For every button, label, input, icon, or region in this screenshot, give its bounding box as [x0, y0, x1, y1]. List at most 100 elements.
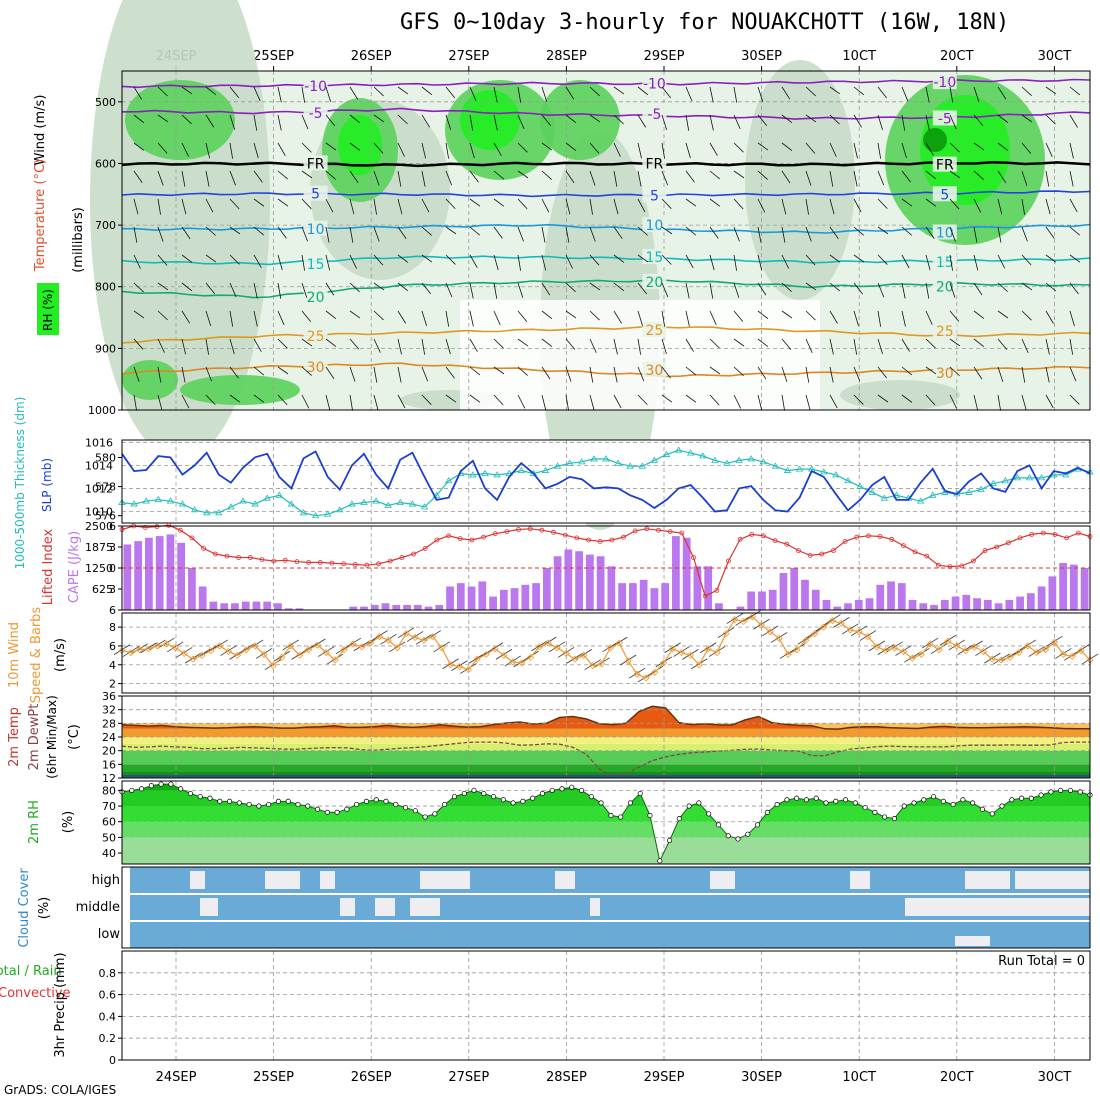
- tick-label: 70: [102, 800, 116, 813]
- wind-barb: [445, 142, 450, 159]
- thickness-point: [1001, 476, 1010, 484]
- rh-point: [774, 801, 780, 808]
- isotherm-label-bg: [642, 155, 667, 171]
- wind-barb: [469, 198, 481, 207]
- wind-speed-point: [624, 657, 632, 665]
- rh-point: [970, 800, 976, 806]
- wind-barb: [925, 394, 936, 406]
- rh-point: [784, 797, 790, 803]
- temp-band: [122, 750, 1090, 765]
- wind-barb: [253, 170, 263, 183]
- isotherm-label-bg: [932, 110, 957, 126]
- wind-barb: [565, 282, 576, 293]
- isotherm-label-bg: [932, 186, 957, 202]
- wind-barb: [997, 310, 1009, 319]
- wind-speed-point: [242, 646, 250, 654]
- wind-barb: [589, 282, 601, 291]
- wind-speed-point: [722, 630, 730, 638]
- wind-barb: [493, 114, 498, 131]
- thickness-point: [275, 491, 284, 498]
- cape-bar: [155, 536, 164, 610]
- rh-point: [1038, 792, 1044, 798]
- lifted-index-point: [1017, 535, 1023, 541]
- thickness-point: [517, 466, 526, 473]
- wind-barb: [397, 366, 402, 383]
- wind-barb: [685, 170, 695, 183]
- wind-barb: [613, 394, 622, 409]
- isotherm-label: 25: [645, 323, 663, 339]
- date-label-top: 10CT: [842, 49, 876, 64]
- lifted-index-point: [446, 533, 451, 539]
- wind-barb: [901, 254, 910, 269]
- wind-barb: [685, 254, 694, 269]
- wind-barb: [373, 310, 384, 321]
- cape-bar: [822, 599, 831, 610]
- wind-speed-point: [820, 623, 828, 631]
- wind-speed-point: [606, 644, 615, 652]
- wind-barb: [445, 394, 457, 403]
- wind-barb: [517, 198, 528, 210]
- wind-speed-point: [580, 651, 588, 659]
- lifted-index-point: [877, 534, 883, 539]
- lifted-index-point: [632, 528, 638, 534]
- thickness-point: [711, 456, 719, 463]
- wind-speed-point: [704, 645, 712, 653]
- wind-barb: [949, 338, 961, 347]
- wind-speed-point: [766, 628, 774, 636]
- wind-barb-10m: [469, 652, 486, 664]
- lifted-index-point: [212, 551, 218, 557]
- wind-barb: [133, 394, 137, 411]
- wind-barb: [733, 310, 744, 322]
- wind-speed-point: [526, 653, 535, 661]
- cape-bar: [403, 604, 411, 610]
- cape-bar: [349, 606, 358, 610]
- rh-point: [432, 811, 438, 817]
- isotherm-label: 30: [307, 360, 325, 376]
- thickness-point: [444, 476, 453, 484]
- cape-bar: [220, 603, 229, 610]
- wind-barb-10m: [451, 660, 468, 671]
- cape-bar: [499, 589, 508, 610]
- wind-speed-point: [136, 646, 144, 654]
- wind-speed-point: [367, 639, 375, 647]
- cape-bar: [456, 583, 465, 610]
- wind-speed-point: [864, 632, 872, 641]
- wind-barb: [253, 226, 265, 236]
- wind-barb-10m: [495, 649, 513, 660]
- wind-barb: [973, 114, 984, 126]
- wind-barb-10m: [300, 643, 317, 655]
- isotherm-label-bg: [303, 185, 328, 201]
- wind-barb: [1021, 254, 1032, 266]
- wind-barb: [829, 310, 838, 324]
- wind-barb: [781, 170, 791, 184]
- wind-barb: [589, 394, 595, 411]
- wind-barb: [541, 114, 552, 127]
- wind-barb: [829, 394, 838, 409]
- wind-barb: [397, 198, 403, 215]
- date-label-bottom: 24SEP: [156, 1070, 197, 1085]
- lifted-index-point: [166, 522, 172, 528]
- isotherm-label-bg: [303, 155, 328, 171]
- wind-barb-10m: [1046, 635, 1063, 647]
- wind-barb: [205, 310, 212, 326]
- wind-speed-point: [207, 647, 215, 655]
- wind-barb: [181, 142, 189, 157]
- wind-speed-point: [402, 630, 410, 638]
- date-label-bottom: 30SEP: [741, 1070, 782, 1085]
- lifted-index-point: [807, 553, 813, 558]
- wind-barb: [637, 226, 648, 236]
- rh-point: [266, 801, 272, 808]
- thickness-point: [323, 510, 332, 517]
- wind-barb: [781, 310, 793, 319]
- wind-barb: [397, 142, 405, 157]
- wind-barb: [229, 366, 239, 379]
- wind-barb: [733, 282, 740, 298]
- wind-barb: [301, 366, 312, 376]
- tick-label: 800: [95, 281, 116, 294]
- wind-barb: [133, 310, 145, 319]
- wind-barb: [277, 338, 288, 349]
- wind-barb-10m: [939, 634, 957, 646]
- wind-barb-10m: [646, 665, 664, 677]
- wind-barb-10m: [957, 644, 974, 655]
- lifted-index-point: [702, 593, 708, 599]
